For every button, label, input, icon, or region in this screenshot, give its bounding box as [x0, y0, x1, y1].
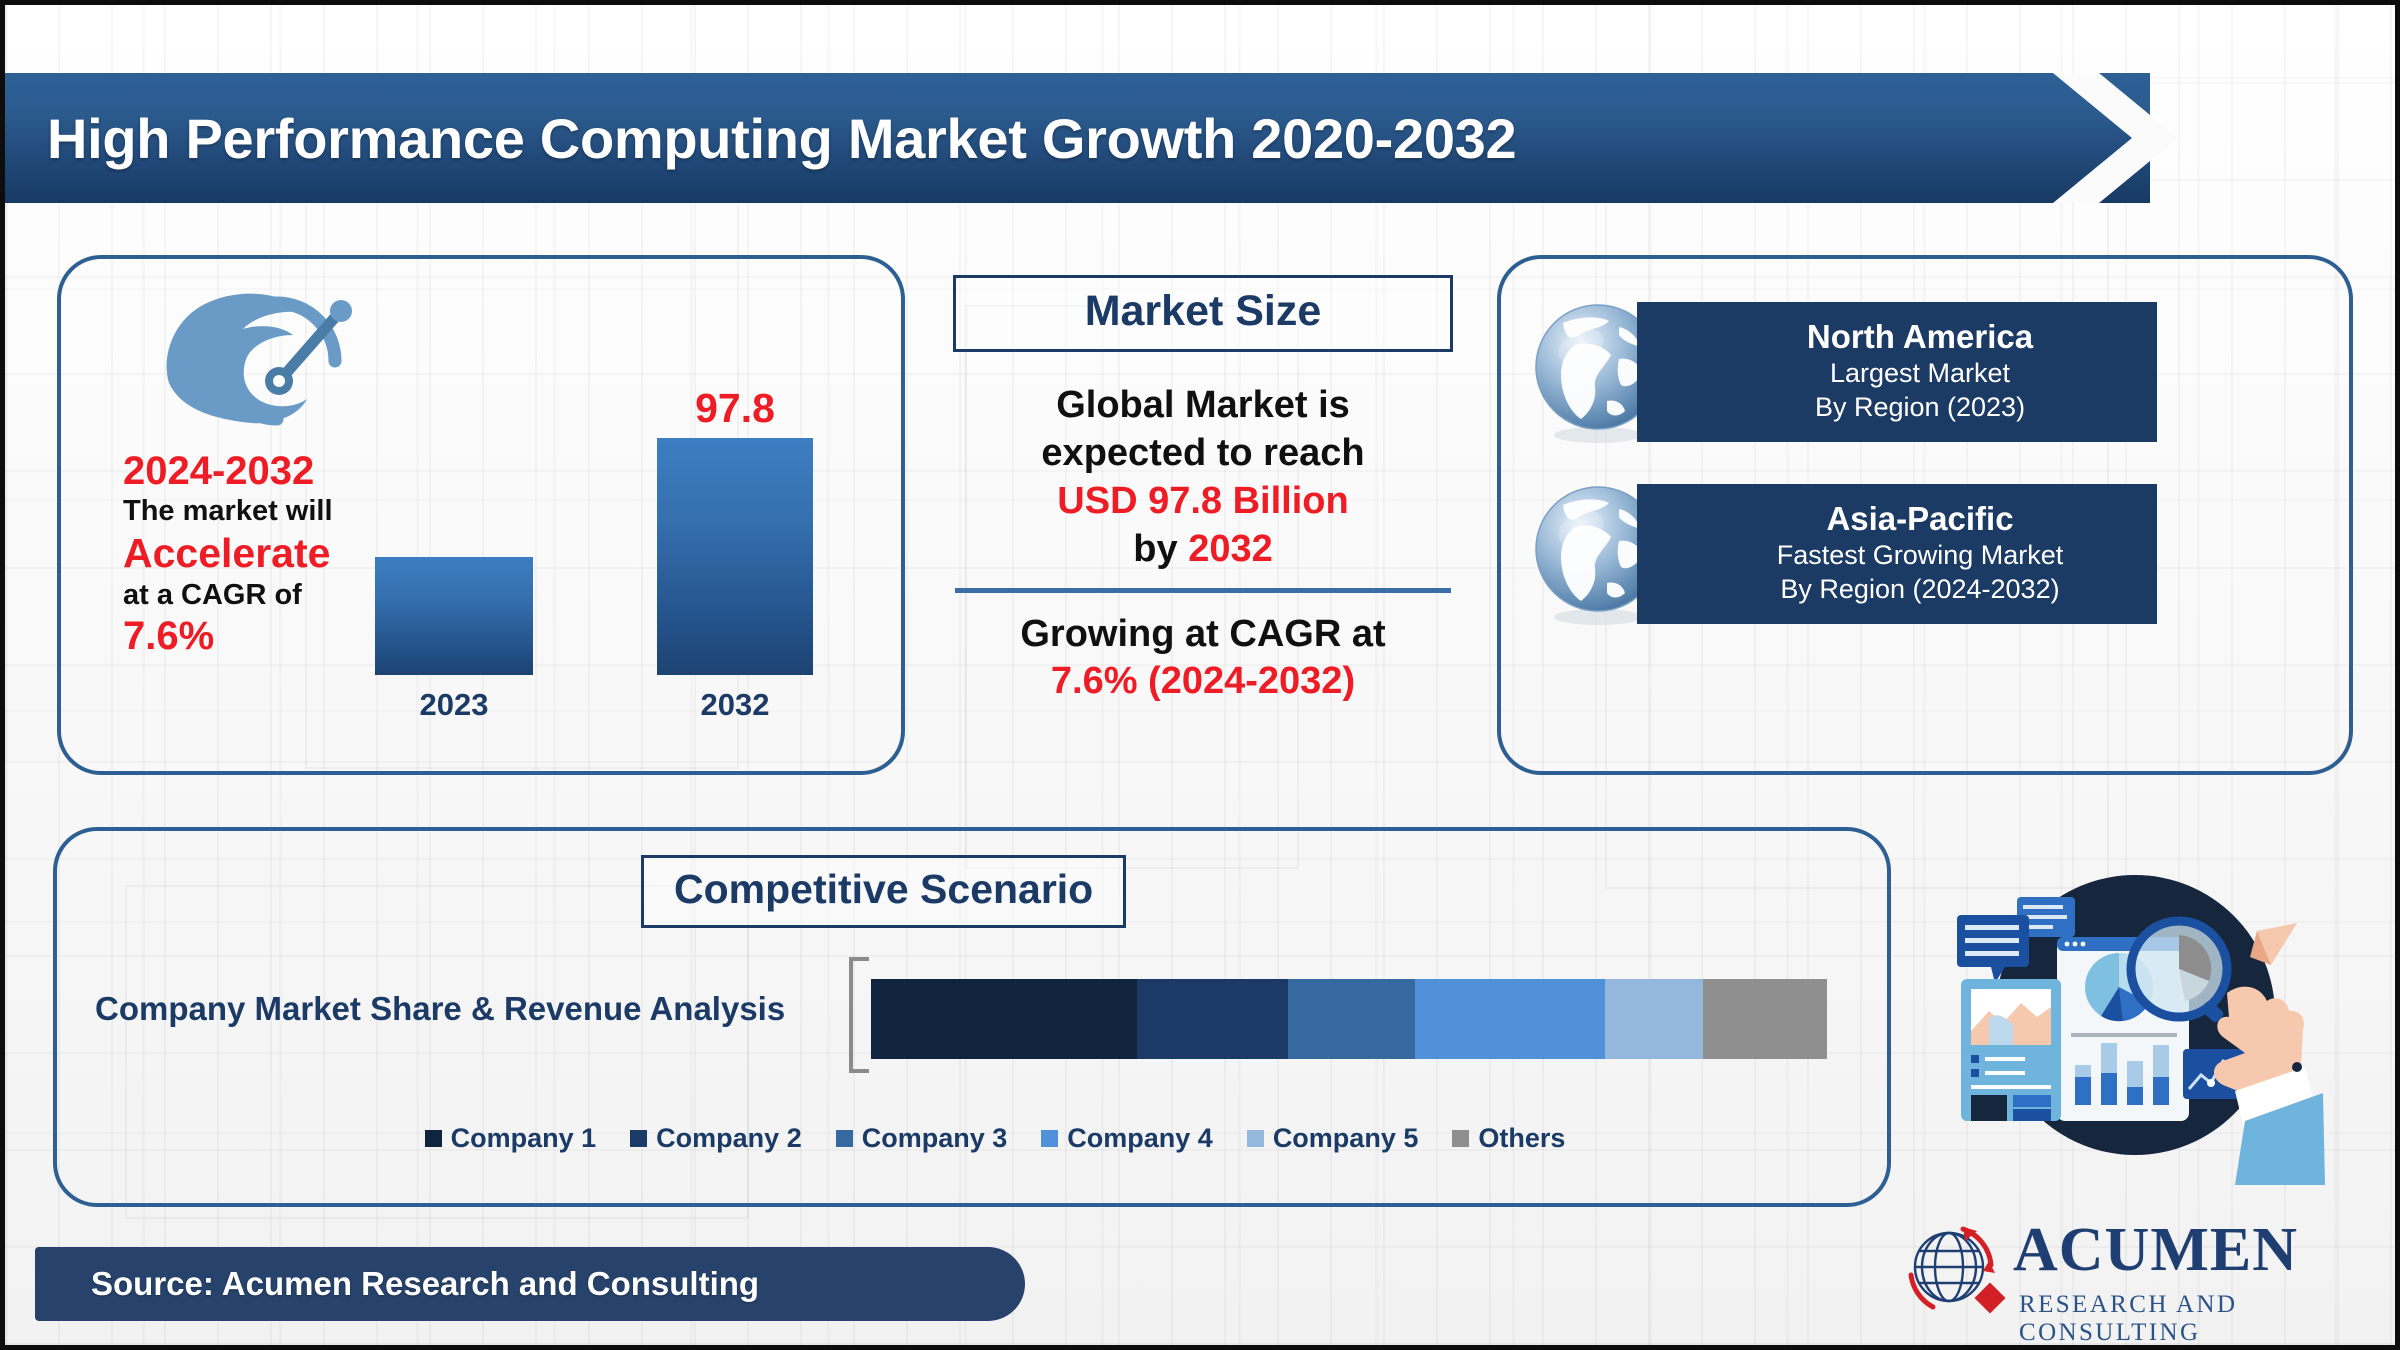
legend-item-company-2: Company 2: [630, 1123, 802, 1154]
segment-company-1: [871, 979, 1137, 1059]
legend-swatch-icon: [1452, 1130, 1470, 1147]
market-size-body: Global Market is expected to reach USD 9…: [953, 382, 1453, 706]
logo-wordmark: Acumen: [2013, 1216, 2298, 1284]
legend-item-company-4: Company 4: [1041, 1123, 1213, 1154]
header-banner: High Performance Computing Market Growth…: [5, 73, 2150, 203]
market-share-legend: Company 1 Company 2 Company 3 Company 4 …: [424, 1123, 1565, 1154]
legend-item-company-3: Company 3: [835, 1123, 1008, 1154]
legend-swatch-icon: [1246, 1130, 1264, 1147]
cagr-text-block: 2024-2032 The market will Accelerate at …: [123, 449, 413, 659]
bracket-icon: [849, 957, 869, 1073]
paper-plane-icon: [2250, 923, 2297, 965]
globe-icon: [1535, 486, 1661, 625]
segment-company-5: [1605, 979, 1703, 1059]
legend-label: Company 1: [450, 1123, 597, 1153]
legend-swatch-icon: [630, 1130, 648, 1147]
region-subtitle-1: Largest Market: [1829, 358, 2011, 389]
region-asia-pacific: Asia-Pacific Fastest Growing Market By R…: [1523, 479, 2157, 629]
legend-item-others: Others: [1452, 1123, 1565, 1154]
legend-label: Company 2: [656, 1123, 802, 1153]
bar-2032: [657, 438, 813, 675]
region-north-america: North America Largest Market By Region (…: [1523, 297, 2157, 447]
forecast-period: 2024-2032: [123, 449, 315, 493]
cagr-card: 2024-2032 The market will Accelerate at …: [57, 255, 905, 775]
market-size-by-year: by 2032: [953, 526, 1453, 574]
legend-label: Company 3: [861, 1123, 1008, 1153]
region-name: North America: [1806, 317, 2034, 355]
market-share-stacked-bar: [871, 979, 1827, 1059]
at-a-cagr-of-label: at a CAGR of: [123, 578, 302, 611]
region-subtitle-2: By Region (2024-2032): [1780, 574, 2060, 605]
regions-card: North America Largest Market By Region (…: [1497, 255, 2353, 775]
by-prefix: by: [1133, 527, 1178, 570]
legend-label: Others: [1478, 1123, 1566, 1153]
region-north-america-box: North America Largest Market By Region (…: [1637, 301, 2157, 443]
region-name: Asia-Pacific: [1826, 499, 2014, 537]
by-year-value: 2032: [1188, 527, 1273, 570]
legend-item-company-1: Company 1: [424, 1123, 597, 1154]
dashboard-card: [1961, 979, 2061, 1121]
logo-tagline: RESEARCH AND CONSULTING: [2019, 1291, 2238, 1346]
growing-cagr-value: 7.6% (2024-2032): [1050, 660, 1356, 703]
speedometer-icon: [166, 293, 352, 426]
bar-2032-value-label: 97.8: [695, 385, 775, 431]
market-size-title: Market Size: [953, 275, 1453, 352]
source-bar: Source: Acumen Research and Consulting: [35, 1247, 1025, 1321]
market-size-cagr-block: Growing at CAGR at 7.6% (2024-2032): [953, 611, 1453, 707]
competitive-scenario-title: Competitive Scenario: [641, 855, 1127, 928]
region-subtitle-2: By Region (2023): [1814, 392, 2026, 423]
magnifier-icon: [2126, 916, 2232, 1023]
market-size-bar-chart: 97.8 2023 2032: [361, 369, 881, 739]
legend-label: Company 4: [1067, 1123, 1213, 1153]
company-market-share-label: Company Market Share & Revenue Analysis: [95, 990, 786, 1027]
divider: [955, 587, 1451, 593]
accelerate-label: Accelerate: [123, 530, 331, 577]
segment-company-2: [1136, 979, 1288, 1059]
legend-swatch-icon: [424, 1130, 442, 1147]
legend-label: Company 5: [1272, 1123, 1419, 1153]
region-asia-pacific-box: Asia-Pacific Fastest Growing Market By R…: [1637, 483, 2157, 625]
market-size-line2: expected to reach: [1041, 431, 1365, 474]
cagr-value: 7.6%: [123, 613, 215, 658]
market-will-label: The market will: [123, 494, 333, 527]
source-text: Source: Acumen Research and Consulting: [91, 1265, 760, 1302]
acumen-logo: Acumen RESEARCH AND CONSULTING: [1903, 1216, 2373, 1345]
bar-2023: [375, 557, 533, 675]
segment-others: [1702, 979, 1827, 1059]
market-size-panel: Market Size Global Market is expected to…: [953, 275, 1453, 706]
globe-logo-icon: [1908, 1226, 2006, 1314]
market-size-line1: Global Market is: [1056, 384, 1350, 426]
region-subtitle-1: Fastest Growing Market: [1776, 540, 2064, 571]
segment-company-4: [1414, 979, 1606, 1059]
page-title: High Performance Computing Market Growth…: [47, 106, 1517, 170]
bar-2032-category-label: 2032: [700, 687, 770, 722]
market-size-value: USD 97.8 Billion: [1057, 479, 1349, 522]
legend-swatch-icon: [1041, 1130, 1059, 1147]
bar-2023-category-label: 2023: [419, 687, 489, 722]
growing-cagr-label: Growing at CAGR at: [1020, 612, 1386, 655]
hand-icon: [2214, 986, 2325, 1185]
competitive-scenario-card: Competitive Scenario: [53, 827, 1891, 1207]
legend-item-company-5: Company 5: [1246, 1123, 1419, 1154]
data-analysis-illustration: [1957, 875, 2325, 1185]
segment-company-3: [1287, 979, 1415, 1059]
legend-swatch-icon: [835, 1130, 853, 1147]
